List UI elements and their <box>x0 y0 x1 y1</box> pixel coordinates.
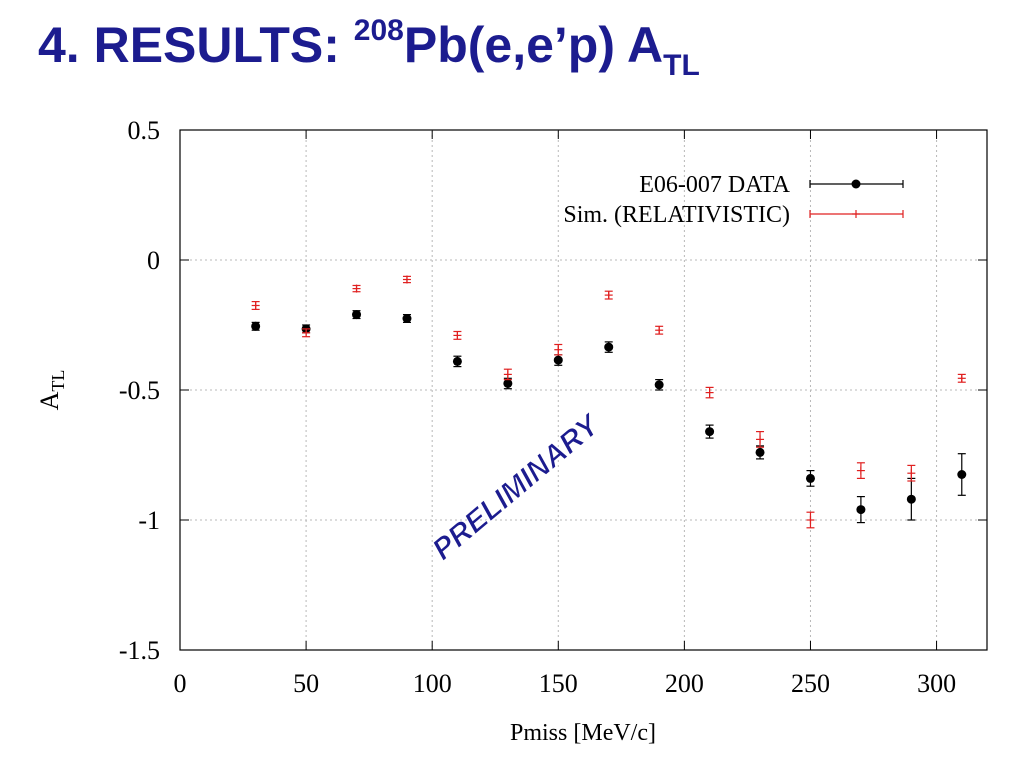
data-point <box>654 379 664 391</box>
legend-marker <box>851 179 861 189</box>
point-marker <box>957 470 967 479</box>
x-tick-label: 0 <box>174 669 187 698</box>
point-marker <box>553 355 563 365</box>
legend-entry-data: E06-007 DATA <box>639 172 904 198</box>
x-tick-label: 50 <box>293 669 319 698</box>
point-marker <box>654 380 664 390</box>
sim-point <box>503 368 512 381</box>
legend-entry-sim: Sim. (RELATIVISTIC) <box>563 202 904 228</box>
point-marker <box>705 427 715 437</box>
legend-label: E06-007 DATA <box>639 172 790 198</box>
point-marker <box>906 494 916 504</box>
slide-title: 4. RESULTS: 208Pb(e,e’p) ATL <box>38 14 700 82</box>
sim-point <box>756 431 765 448</box>
title-subscript: TL <box>663 49 700 82</box>
y-tick-label: -0.5 <box>119 376 160 405</box>
x-axis-label: Pmiss [MeV/c] <box>510 720 656 746</box>
point-marker <box>805 473 815 483</box>
legend-label: Sim. (RELATIVISTIC) <box>563 202 790 228</box>
data-point <box>957 453 967 496</box>
x-tick-label: 200 <box>665 669 704 698</box>
sim-point <box>302 328 311 338</box>
y-tick-label: 0 <box>147 246 160 275</box>
sim-point <box>402 275 411 284</box>
sim-point <box>907 464 916 482</box>
data-point <box>251 321 261 331</box>
y-axis-label-main: A <box>35 391 64 410</box>
preliminary-watermark: PRELIMINARY <box>426 407 607 567</box>
data-point <box>856 496 866 524</box>
sim-point <box>655 325 664 335</box>
y-tick-label: -1.5 <box>119 636 160 665</box>
point-marker <box>352 310 362 320</box>
data-series-points <box>251 310 967 524</box>
sim-point <box>957 373 966 383</box>
title-reaction: Pb(e,e’p) A <box>403 17 664 73</box>
point-marker <box>856 505 866 515</box>
sim-point <box>251 301 260 310</box>
x-tick-label: 100 <box>413 669 452 698</box>
y-tick-label: 0.5 <box>128 116 161 145</box>
y-axis-label-sub: TL <box>48 370 68 392</box>
y-tick-labels: -1.5 -1 -0.5 0 0.5 <box>119 116 160 665</box>
sim-point <box>453 330 462 340</box>
sim-point <box>806 511 815 529</box>
sim-point <box>856 462 865 479</box>
sim-point <box>554 343 563 356</box>
x-tick-labels: 0 50 100 150 200 250 300 <box>174 669 957 698</box>
data-point <box>755 445 765 460</box>
x-tick-label: 250 <box>791 669 830 698</box>
sim-point <box>705 386 714 399</box>
data-point <box>352 310 362 320</box>
point-marker <box>402 314 412 323</box>
legend: E06-007 DATA Sim. (RELATIVISTIC) <box>563 172 904 228</box>
point-marker <box>604 342 614 352</box>
point-marker <box>452 356 462 366</box>
title-mass-number: 208 <box>353 14 404 48</box>
sim-point <box>352 284 361 293</box>
data-point <box>553 354 563 366</box>
point-marker <box>251 321 261 331</box>
axis-ticks <box>179 129 987 651</box>
point-marker <box>503 379 513 388</box>
point-marker <box>755 447 765 457</box>
x-tick-label: 150 <box>539 669 578 698</box>
data-point <box>805 470 815 487</box>
y-tick-label: -1 <box>138 506 160 535</box>
data-point <box>604 341 614 353</box>
x-tick-label: 300 <box>917 669 956 698</box>
y-axis-label: ATL <box>35 370 68 411</box>
data-series <box>251 275 967 529</box>
data-point <box>705 424 715 439</box>
data-point <box>906 477 916 521</box>
sim-point <box>604 290 613 300</box>
title-prefix: 4. RESULTS: <box>38 17 354 73</box>
sim-series-points <box>251 275 966 529</box>
data-point <box>452 355 462 368</box>
data-point <box>402 314 412 323</box>
